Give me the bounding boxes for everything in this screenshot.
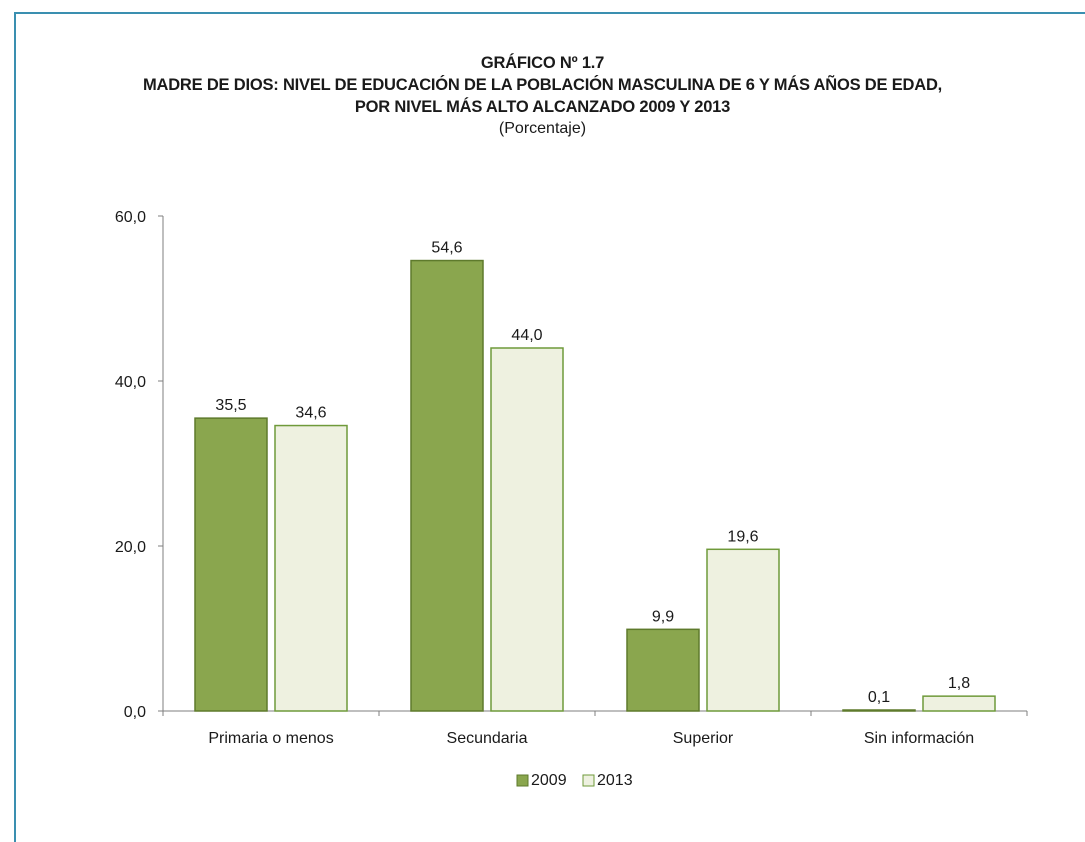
legend-swatch-2009 <box>516 774 529 787</box>
legend: 2009 2013 <box>516 772 633 789</box>
y-tick-label: 60,0 <box>115 209 146 226</box>
legend-label-2009: 2009 <box>531 772 567 789</box>
data-label-2013-3: 19,6 <box>727 528 758 545</box>
chart-subtitle: (Porcentaje) <box>498 120 587 137</box>
data-label-2009-3: 9,9 <box>652 608 674 625</box>
data-label-2009-1: 35,5 <box>215 397 246 414</box>
legend-label-2013: 2013 <box>597 772 633 789</box>
x-tick-label: Sin información <box>864 730 974 747</box>
x-tick-label: Primaria o menos <box>208 730 333 747</box>
bar-2013-4 <box>922 695 996 712</box>
y-tick-label: 20,0 <box>115 539 146 556</box>
data-labels: 35,5 34,6 54,6 44,0 9,9 19,6 0,1 1,8 <box>215 240 970 706</box>
data-label-2013-2: 44,0 <box>511 327 542 344</box>
bar-2009-4 <box>842 709 916 712</box>
x-tick-label: Superior <box>673 730 734 747</box>
bars <box>194 259 996 712</box>
bar-2009-1 <box>194 417 268 712</box>
chart-title-line-3: POR NIVEL MÁS ALTO ALCANZADO 2009 Y 2013 <box>354 98 731 116</box>
bar-2013-2 <box>490 347 564 712</box>
data-label-2013-1: 34,6 <box>295 405 326 422</box>
data-label-2009-2: 54,6 <box>431 240 462 257</box>
data-label-2013-4: 1,8 <box>948 675 970 692</box>
y-tick-label: 0,0 <box>124 704 146 721</box>
bar-2013-3 <box>706 548 780 712</box>
legend-swatch-2013 <box>582 774 595 787</box>
data-label-2009-4: 0,1 <box>868 689 890 706</box>
x-tick-label: Secundaria <box>447 730 528 747</box>
chart-title-line-1: GRÁFICO Nº 1.7 <box>480 54 605 72</box>
chart-title-line-2: MADRE DE DIOS: NIVEL DE EDUCACIÓN DE LA … <box>142 76 943 94</box>
chart-titles: GRÁFICO Nº 1.7 MADRE DE DIOS: NIVEL DE E… <box>0 52 1085 140</box>
y-tick-label: 40,0 <box>115 374 146 391</box>
bar-2009-3 <box>626 628 700 712</box>
bar-2013-1 <box>274 424 348 712</box>
bar-2009-2 <box>410 259 484 712</box>
